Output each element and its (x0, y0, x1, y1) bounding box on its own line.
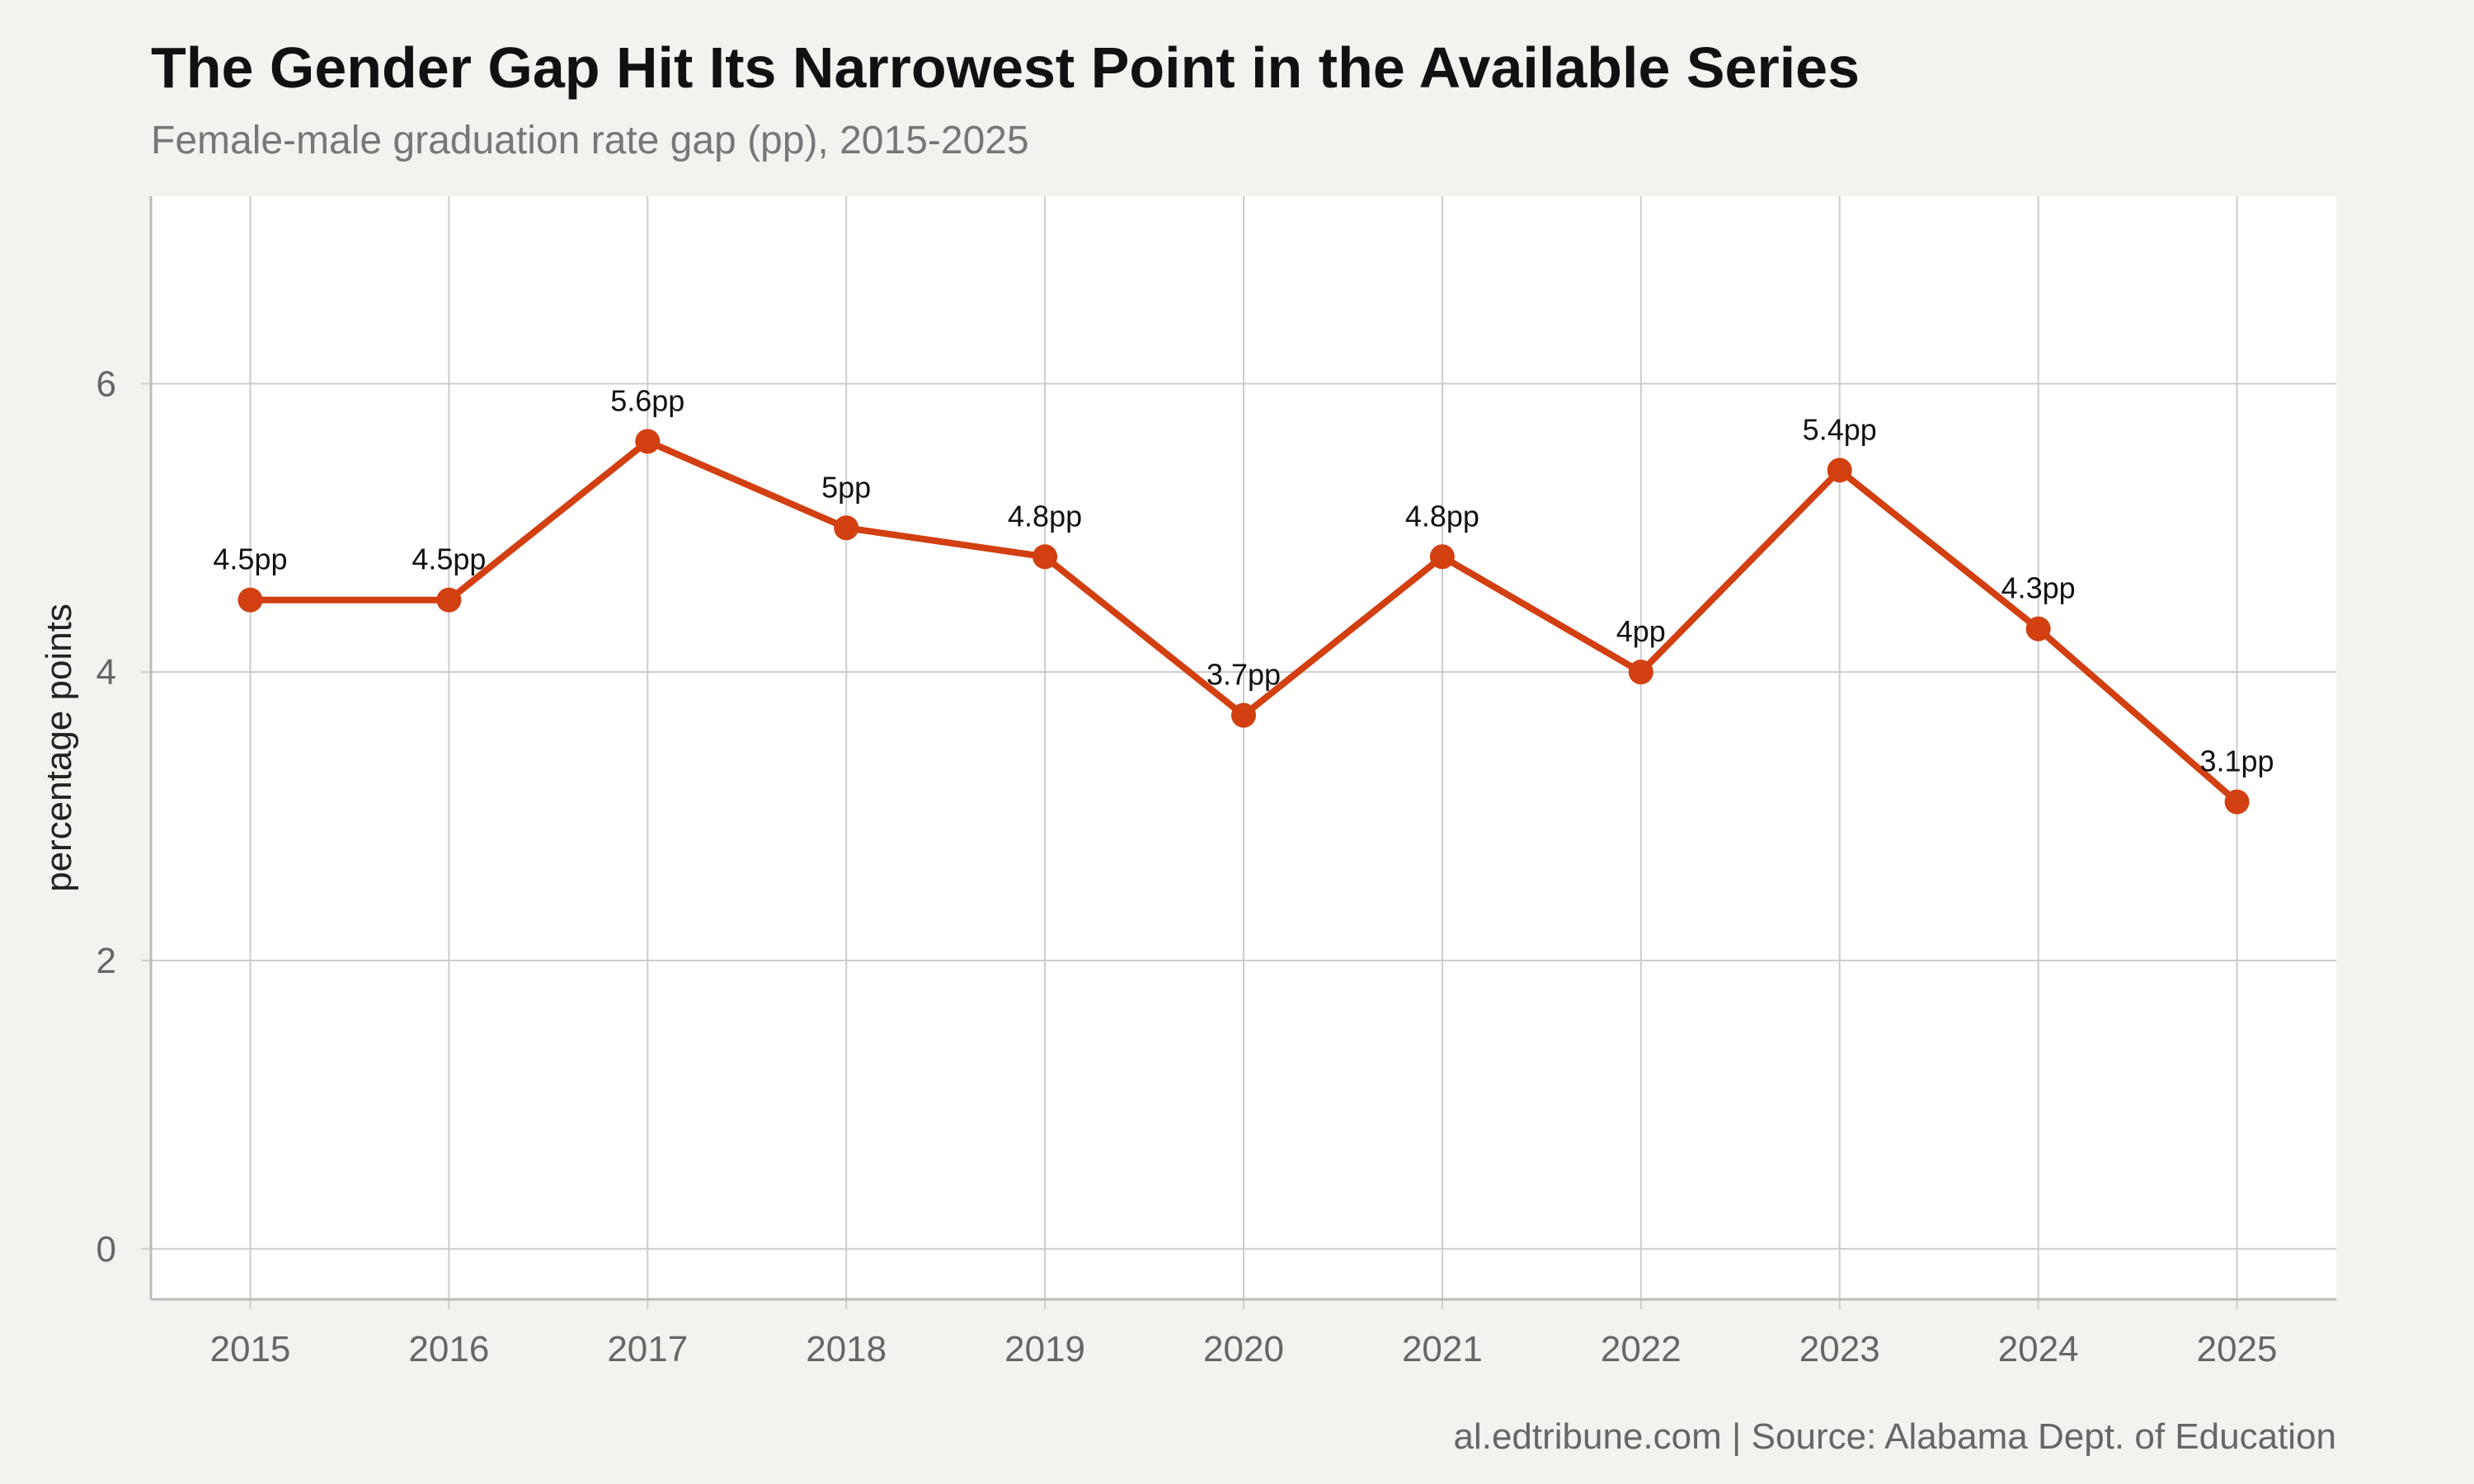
data-label: 3.1pp (2199, 744, 2274, 778)
data-point (238, 587, 263, 613)
y-tick-label: 6 (96, 364, 116, 404)
data-labels: 4.5pp 4.5pp 5.6pp 5pp 4.8pp 3.7pp 4.8pp 4pp 5.4p… (213, 383, 2274, 777)
chart-subtitle: Female-male graduation rate gap (pp), 20… (151, 119, 1029, 162)
chart-title: The Gender Gap Hit Its Narrowest Point i… (151, 35, 1860, 100)
x-tick-label: 2020 (1203, 1329, 1284, 1369)
data-point (635, 429, 661, 454)
x-tick-label: 2015 (210, 1329, 291, 1369)
x-tick-label: 2023 (1799, 1329, 1880, 1369)
data-point (2224, 789, 2250, 815)
y-tick-label: 0 (96, 1229, 116, 1270)
data-label: 4.3pp (2001, 571, 2076, 605)
x-tick-label: 2016 (408, 1329, 489, 1369)
data-label: 3.7pp (1206, 658, 1281, 692)
data-point (1827, 458, 1852, 483)
y-axis-title: percentage points (39, 603, 79, 892)
series-gender-gap (238, 429, 2250, 815)
y-tick-label: 4 (96, 652, 116, 693)
data-point (436, 587, 462, 613)
data-label: 4pp (1616, 614, 1666, 648)
x-tick-label: 2017 (607, 1329, 688, 1369)
data-point (1032, 544, 1058, 570)
data-point (2025, 616, 2051, 641)
data-label: 4.5pp (213, 542, 287, 576)
data-label: 4.5pp (412, 542, 486, 576)
data-point (834, 515, 859, 541)
x-tick-label: 2022 (1601, 1329, 1681, 1369)
data-point (1231, 702, 1256, 728)
x-tick-label: 2018 (806, 1329, 887, 1369)
x-tick-label: 2025 (2197, 1329, 2278, 1369)
data-label: 5.4pp (1803, 412, 1877, 446)
data-label: 4.8pp (1405, 499, 1479, 533)
data-point (1429, 544, 1455, 570)
data-label: 5pp (821, 470, 871, 504)
x-tick-label: 2021 (1402, 1329, 1483, 1369)
axes: 0 2 4 6 2015 2016 2017 2018 2019 2020 2021 2022 2023… (39, 196, 2336, 1369)
x-tick-label: 2019 (1004, 1329, 1085, 1369)
data-label: 4.8pp (1008, 499, 1082, 533)
data-point (1628, 660, 1653, 685)
data-label: 5.6pp (610, 383, 684, 417)
y-tick-label: 2 (96, 941, 116, 981)
x-tick-label: 2024 (1998, 1329, 2079, 1369)
gridlines (151, 196, 2336, 1299)
chart-caption: al.edtribune.com | Source: Alabama Dept.… (1453, 1416, 2336, 1457)
